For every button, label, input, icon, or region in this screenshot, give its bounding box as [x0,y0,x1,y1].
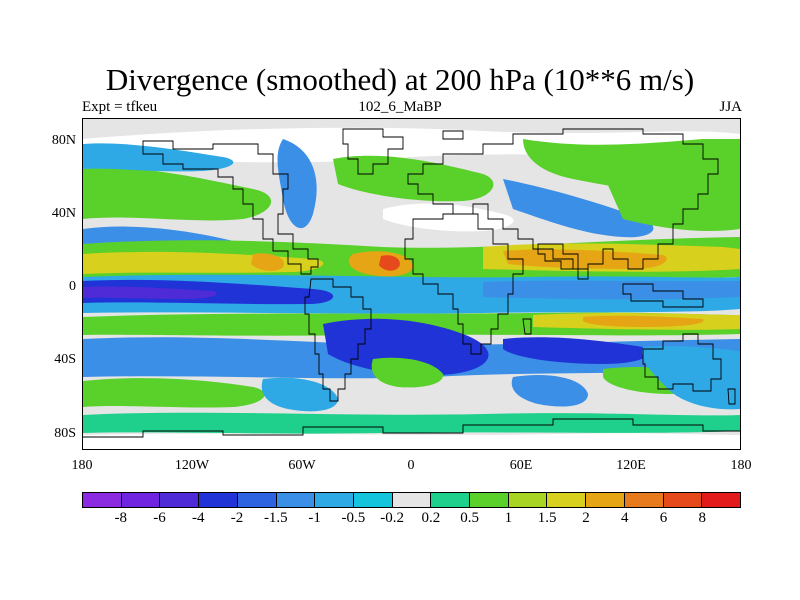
contour-cyan-south-pacific [261,377,338,412]
legend-label: 0.5 [460,510,480,526]
legend-label: -0.5 [341,510,366,526]
legend-swatch [508,493,548,507]
contour-red-atlantic [379,255,400,271]
legend-label: 1.5 [537,510,557,526]
contour-orange-stropics [583,315,704,327]
legend-swatch [586,493,625,507]
legend-label: -1 [308,510,321,526]
color-legend [82,492,741,508]
legend-label: -2 [230,510,244,526]
legend-label: 0.2 [421,510,441,526]
coastline-south-america [304,278,372,402]
legend-swatch [315,493,354,507]
run-label: 102_6_MaBP [358,99,442,115]
legend-swatch [547,493,587,507]
coastline-overlay [83,128,740,438]
coastline-north-america [142,140,319,275]
contour-orange-pacific [251,253,284,271]
x-tick-120w: 120W [174,458,210,473]
coastline-greenland [342,128,404,175]
contour-blue-asia-north [503,179,654,238]
season-label: JJA [719,99,742,115]
contour-green-east-asia [603,172,740,231]
x-tick-60e: 60E [509,458,533,473]
coastline-new-zealand [727,388,736,405]
legend-swatch [160,493,200,507]
contour-cyan-southern-ocean-east [642,346,740,410]
legend-swatch [392,493,432,507]
legend-swatch [663,493,703,507]
contour-white-antarctic [83,433,740,449]
experiment-label: Expt = tfkeu [82,99,158,115]
legend-label: 4 [620,510,629,526]
contour-white-arctic [83,127,740,164]
legend-label: 6 [659,510,668,526]
legend-swatch [83,493,122,507]
divergence-field [83,119,740,449]
y-tick-40s: 40S [54,352,76,367]
contour-blue-southern-ocean [511,374,588,407]
legend-label: -4 [192,510,205,526]
coastline-antarctica [83,418,740,438]
legend-swatch [702,493,740,507]
x-tick-60w: 60W [288,458,316,473]
contour-blue-equator-east [483,280,740,300]
legend-swatch [353,493,393,507]
legend-label: 2 [582,510,590,526]
divergence-map [82,118,741,450]
coastline-arabia-india [537,243,589,280]
contour-green-south-mid [83,378,265,408]
legend-label: 8 [698,510,706,526]
legend-swatch [431,493,471,507]
legend-swatch [470,493,509,507]
legend-label: 1 [504,510,513,526]
coastline-africa [404,213,524,355]
contour-darkblue-south-atlantic [323,318,489,376]
contour-blue-atlantic-north [277,139,317,229]
x-tick-120e: 120E [616,458,646,473]
legend-label: -8 [114,510,128,526]
y-tick-0: 0 [69,279,76,294]
x-tick-0: 0 [407,458,415,473]
contour-darkblue-indian [503,337,649,364]
legend-label: -6 [153,510,166,526]
legend-swatch [624,493,664,507]
map-title: Divergence (smoothed) at 200 hPa (10**6 … [105,62,695,97]
contour-cyan-northwest [83,143,234,172]
coastline-madagascar [522,318,532,335]
x-tick-180e: 180 [730,458,752,473]
legend-swatch [121,493,161,507]
contour-white-north-atlantic [383,203,514,232]
contour-teal-antarctic [83,412,740,434]
legend-swatch [199,493,238,507]
coastline-australia [642,333,722,392]
contour-green-south-atlantic [371,357,444,388]
legend-label: -1.5 [263,510,288,526]
coastline-arctic-islands [442,130,464,140]
contour-green-north [83,168,272,221]
legend-swatch [237,493,277,507]
y-tick-80s: 80S [54,426,76,441]
legend-swatch [276,493,316,507]
coastline-indonesia [622,283,704,308]
coastline-eurasia [407,128,719,270]
legend-label: -0.2 [380,510,404,526]
contour-violet-equator [83,286,217,299]
y-tick-80n: 80N [51,133,76,148]
x-tick-180w: 180 [71,458,93,473]
y-tick-40n: 40N [51,206,76,221]
